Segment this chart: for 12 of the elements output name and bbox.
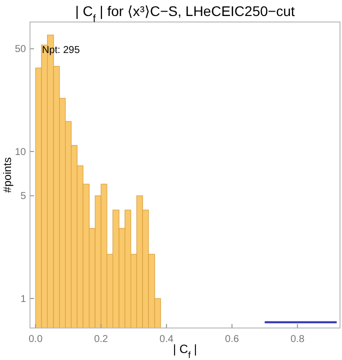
x-tick-label: 0.0 (28, 334, 43, 345)
y-tick-label: 5 (20, 191, 26, 202)
x-tick-label: 0.8 (290, 334, 305, 345)
x-tick-label: 0.2 (94, 334, 108, 345)
y-tick-label: 50 (14, 44, 26, 56)
y-tick-label: 1 (20, 294, 26, 305)
x-tick-label: 0.6 (225, 334, 240, 345)
x-axis-title: | C$_{f}$ | (172, 342, 198, 360)
y-axis-title: #points (2, 156, 14, 193)
chart-title: | C$_{f}$ | for ⟨x³⟩C−S, LHeCEIC250−cut (75, 3, 295, 25)
x-tick-label: 0.4 (160, 334, 174, 345)
y-tick-label: 10 (14, 146, 26, 158)
